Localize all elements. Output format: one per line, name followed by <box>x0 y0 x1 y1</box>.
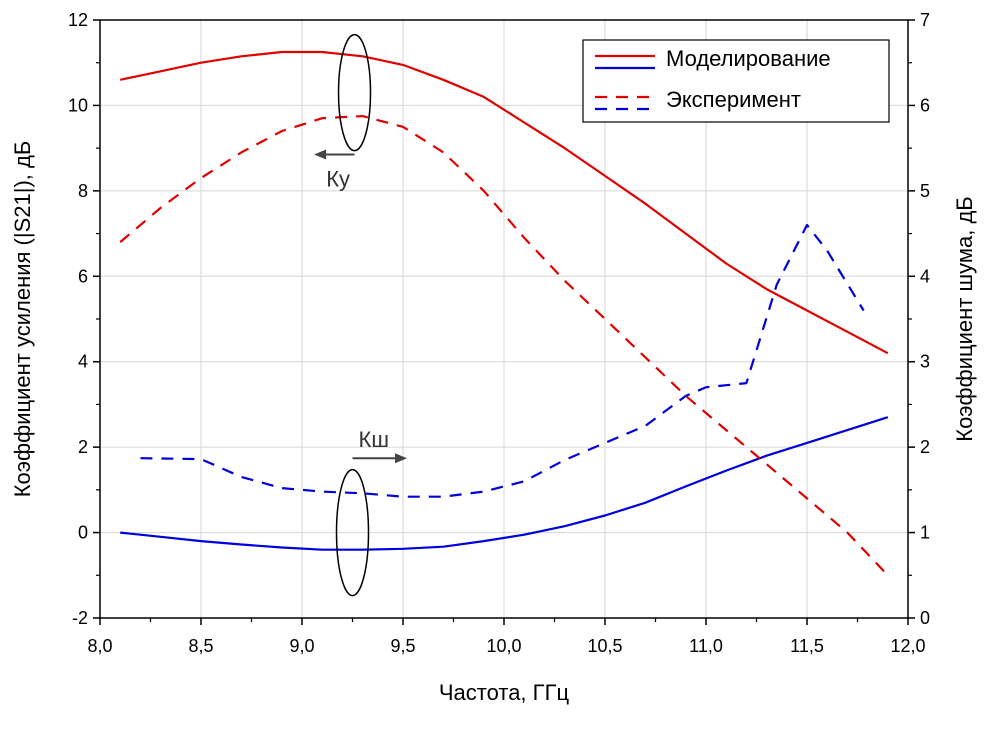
y-left-tick-label-6: 10 <box>68 95 88 115</box>
ksh-label: Кш <box>359 427 389 452</box>
legend-label-0: Моделирование <box>666 46 831 71</box>
y-axis-right-title: Коэффициент шума, дБ <box>952 196 977 442</box>
x-tick-label-4: 10,0 <box>486 636 521 656</box>
y-left-tick-label-5: 8 <box>78 181 88 201</box>
y-right-tick-label-3: 3 <box>920 352 930 372</box>
ksh-arrow-head <box>395 453 408 464</box>
x-tick-label-3: 9,5 <box>390 636 415 656</box>
y-right-tick-label-0: 0 <box>920 608 930 628</box>
series-line-2 <box>119 114 889 577</box>
y-right-tick-label-2: 2 <box>920 437 930 457</box>
y-right-tick-label-4: 4 <box>920 266 930 286</box>
series-line-0 <box>119 50 889 355</box>
y-right-tick-label-6: 6 <box>920 95 930 115</box>
legend-label-2: Эксперимент <box>666 87 801 112</box>
ksh-ellipse <box>335 468 370 597</box>
ku-label: Ку <box>326 167 350 192</box>
ticks <box>93 19 915 625</box>
y-left-tick-label-0: -2 <box>72 608 88 628</box>
series-group <box>119 50 889 577</box>
x-tick-label-8: 12,0 <box>890 636 925 656</box>
y-right-tick-label-7: 7 <box>920 10 930 30</box>
x-tick-label-7: 11,5 <box>790 636 824 656</box>
y-left-tick-label-2: 2 <box>78 437 88 457</box>
ku-ellipse <box>337 33 372 152</box>
tick-labels: 8,0 8,5 9,0 9,5 10,0 10,5 11,0 11,5 12,0 -2 0 2 4 6 8 1… <box>68 10 930 656</box>
x-tick-label-6: 11,0 <box>689 636 723 656</box>
legend: Моделирование Эксперимент <box>582 39 890 123</box>
x-tick-label-1: 8,5 <box>188 636 213 656</box>
y-left-tick-label-1: 0 <box>78 523 88 543</box>
x-tick-label-0: 8,0 <box>87 636 112 656</box>
annotations: Ку Кш <box>314 33 408 597</box>
x-axis-title: Частота, ГГц <box>439 680 570 705</box>
y-right-tick-label-1: 1 <box>920 523 930 543</box>
ku-arrow-head <box>314 149 327 160</box>
x-tick-label-2: 9,0 <box>289 636 314 656</box>
x-tick-label-5: 10,5 <box>587 636 622 656</box>
y-left-tick-label-4: 6 <box>78 266 88 286</box>
series-line-3 <box>140 223 865 498</box>
y-axis-left-title: Коэффициент усиления (|S21|), дБ <box>10 141 35 498</box>
y-left-tick-label-3: 4 <box>78 352 88 372</box>
legend-box <box>582 39 890 123</box>
y-left-tick-label-7: 12 <box>68 10 88 30</box>
y-right-tick-label-5: 5 <box>920 181 930 201</box>
